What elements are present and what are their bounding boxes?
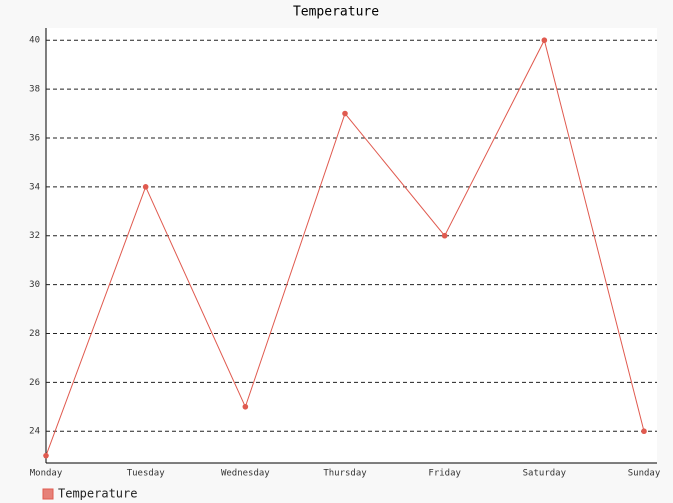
x-tick-label: Monday	[30, 469, 63, 479]
y-tick-label: 32	[29, 231, 40, 241]
x-tick-label: Tuesday	[127, 469, 166, 479]
legend-swatch	[42, 488, 54, 500]
point	[342, 110, 348, 117]
y-tick-label: 26	[29, 378, 40, 388]
point	[541, 37, 548, 44]
x-tick-label: Wednesday	[221, 469, 270, 479]
x-tick-label: Friday	[428, 469, 461, 479]
point	[43, 452, 49, 459]
plot-area	[46, 28, 657, 463]
y-tick-label: 38	[29, 85, 40, 95]
point	[242, 403, 249, 410]
y-tick-label: 36	[29, 133, 40, 143]
x-tick-label: Thursday	[323, 469, 367, 479]
y-tick-label: 40	[29, 36, 40, 46]
y-tick-label: 34	[29, 182, 40, 192]
y-tick-label: 24	[29, 427, 40, 437]
y-tick-label: 30	[29, 280, 40, 290]
point	[441, 232, 448, 239]
chart-title: Temperature	[293, 5, 379, 20]
point	[641, 428, 647, 435]
y-tick-label: 28	[29, 329, 40, 339]
x-tick-label: Saturday	[523, 469, 567, 479]
point	[142, 184, 149, 190]
legend-label: Temperature	[58, 487, 137, 501]
x-tick-label: Sunday	[628, 469, 661, 479]
